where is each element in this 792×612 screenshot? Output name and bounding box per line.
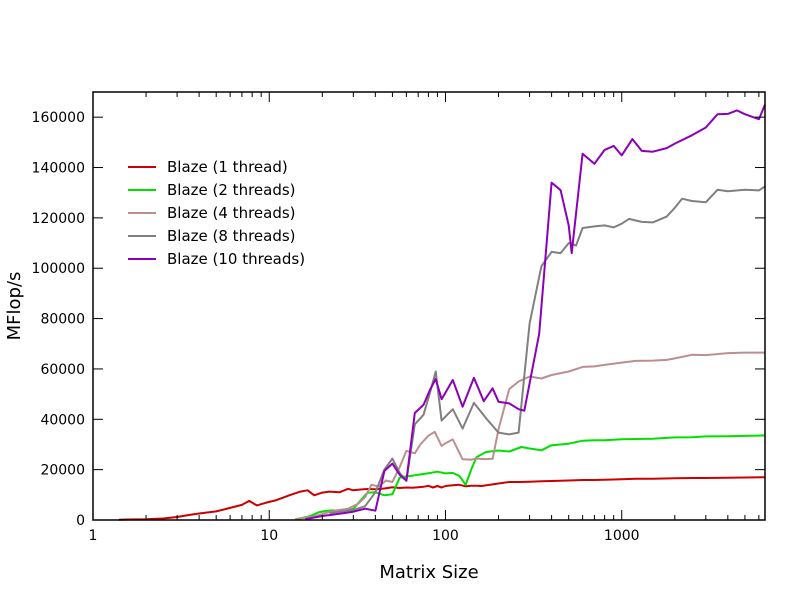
y-tick-label: 40000 xyxy=(40,412,85,428)
x-tick-label: 1000 xyxy=(604,528,640,544)
legend-label: Blaze (8 threads) xyxy=(167,227,296,245)
legend-label: Blaze (1 thread) xyxy=(167,158,288,176)
y-axis-title: MFlop/s xyxy=(4,272,25,341)
y-tick-label: 160000 xyxy=(32,110,85,126)
y-tick-label: 20000 xyxy=(40,463,85,479)
x-axis: 1 10 100 1000 xyxy=(89,92,760,544)
x-tick-label: 1 xyxy=(89,528,98,544)
y-tick-label: 0 xyxy=(76,513,85,529)
legend-label: Blaze (10 threads) xyxy=(167,250,305,268)
legend-label: Blaze (4 threads) xyxy=(167,204,296,222)
plot-frame xyxy=(92,91,766,521)
series-layer xyxy=(118,104,766,521)
x-tick-label: 100 xyxy=(432,528,459,544)
y-tick-label: 80000 xyxy=(40,312,85,328)
x-tick-label: 10 xyxy=(260,528,278,544)
y-tick-label: 60000 xyxy=(40,362,85,378)
series-line-1 xyxy=(118,476,766,521)
y-axis: 0 20000 40000 60000 80000 100000 120000 140000 1… xyxy=(32,110,765,529)
y-tick-label: 100000 xyxy=(32,261,85,277)
series-line-5 xyxy=(305,104,766,521)
legend: Blaze (1 thread) Blaze (2 threads) Blaze (… xyxy=(128,158,305,268)
y-tick-label: 140000 xyxy=(32,161,85,177)
x-axis-title: Matrix Size xyxy=(379,562,478,583)
series-line-3 xyxy=(294,351,765,521)
legend-label: Blaze (2 threads) xyxy=(167,181,296,199)
series-line-2 xyxy=(294,434,766,521)
y-tick-label: 120000 xyxy=(32,211,85,227)
